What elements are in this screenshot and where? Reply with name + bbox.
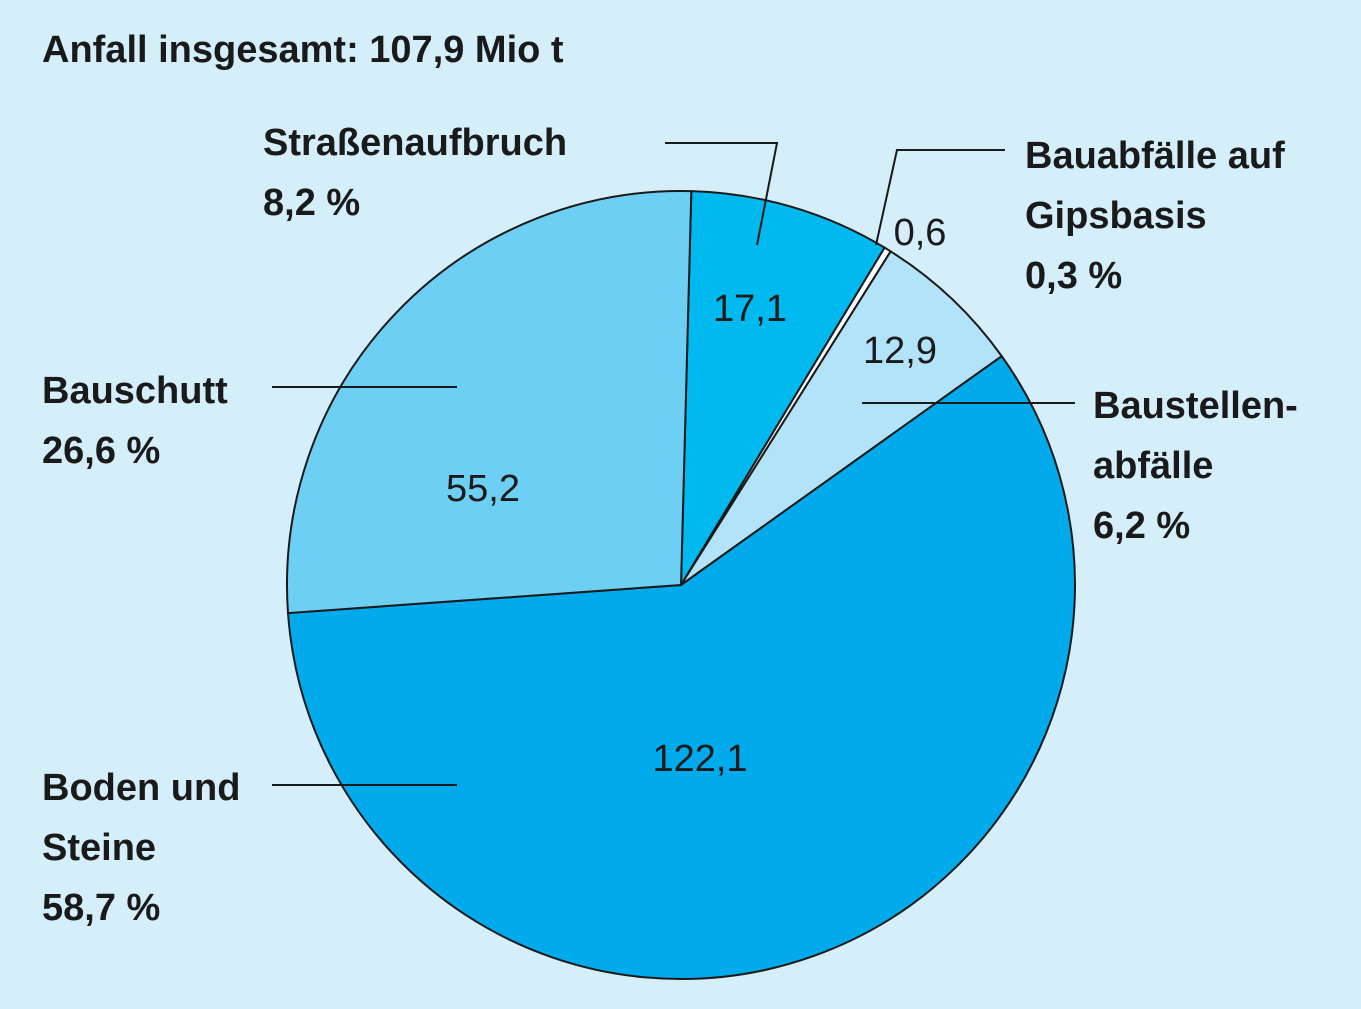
chart-title: Anfall insgesamt: 107,9 Mio t	[42, 29, 564, 71]
leader-line	[665, 142, 779, 246]
category-label: abfälle	[1093, 445, 1213, 487]
value-label: 17,1	[713, 288, 787, 330]
category-label: Boden und	[42, 767, 240, 809]
value-label: 55,2	[446, 468, 520, 510]
percent-label: 6,2 %	[1093, 505, 1190, 547]
category-label: Gipsbasis	[1025, 195, 1207, 237]
leader-line	[875, 149, 1005, 246]
category-label: Steine	[42, 827, 156, 869]
percent-label: 58,7 %	[42, 887, 160, 929]
category-label: Straßenaufbruch	[263, 122, 567, 164]
percent-label: 8,2 %	[263, 182, 360, 224]
pie-slice	[286, 190, 693, 615]
percent-label: 26,6 %	[42, 430, 160, 472]
pie-slice	[679, 190, 886, 589]
category-label: Baustellen-	[1093, 385, 1298, 427]
leader-lines	[272, 142, 1075, 786]
category-label: Bauabfälle auf	[1025, 135, 1285, 177]
pie-slice	[680, 250, 1004, 586]
percent-label: 0,3 %	[1025, 255, 1122, 297]
value-label: 122,1	[652, 738, 747, 780]
value-label: 0,6	[894, 212, 947, 254]
category-label: Bauschutt	[42, 370, 228, 412]
value-label: 12,9	[863, 330, 937, 372]
pie-slice	[286, 354, 1076, 980]
